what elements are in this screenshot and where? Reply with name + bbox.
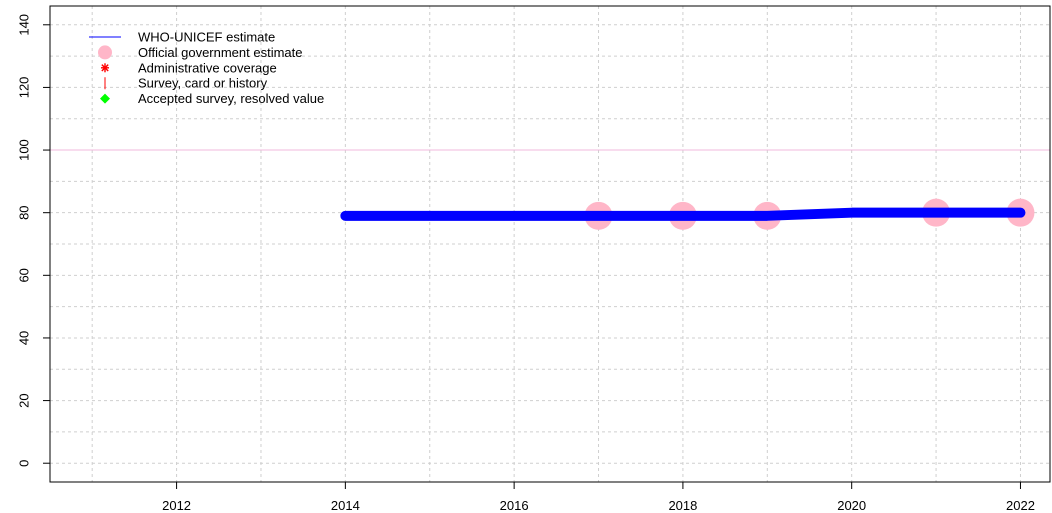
legend-entry: Survey, card or history — [104, 76, 268, 91]
grid-lines — [50, 6, 1050, 482]
legend-entry: Official government estimate — [98, 45, 303, 60]
x-tick-label: 2020 — [837, 498, 866, 513]
axes: 0 20 40 60 80 100 120 140 2012 2014 2016 2018 2020 20… — [17, 14, 1035, 513]
y-tick-label: 20 — [17, 393, 32, 407]
x-tick-label: 2014 — [331, 498, 360, 513]
x-tick-label: 2018 — [668, 498, 697, 513]
asterisk-stroke — [101, 64, 109, 72]
y-tick-label: 80 — [17, 205, 32, 219]
who-unicef-estimate-line — [340, 207, 1026, 221]
y-tick-label: 120 — [17, 77, 32, 99]
legend-label: Accepted survey, resolved value — [138, 91, 324, 106]
legend-entry: Accepted survey, resolved value — [100, 91, 324, 106]
y-tick-label: 100 — [17, 139, 32, 161]
y-tick-label: 0 — [17, 460, 32, 467]
legend-circle-icon — [98, 45, 112, 60]
y-tick-label: 40 — [17, 331, 32, 345]
legend-asterisk-icon — [101, 63, 109, 73]
y-tick-label: 140 — [17, 14, 32, 36]
y-tick-label: 60 — [17, 268, 32, 282]
legend-entry: Administrative coverage — [101, 60, 277, 75]
legend-diamond-icon — [100, 93, 110, 104]
x-tick-label: 2012 — [162, 498, 191, 513]
legend-label: Survey, card or history — [138, 76, 268, 91]
legend-label: Administrative coverage — [138, 60, 277, 75]
legend-entry: WHO-UNICEF estimate — [89, 30, 275, 45]
x-tick-label: 2016 — [500, 498, 529, 513]
legend-label: Official government estimate — [138, 45, 303, 60]
series-layer — [340, 198, 1035, 230]
legend-label: WHO-UNICEF estimate — [138, 30, 275, 45]
plot-frame — [49, 5, 1051, 483]
x-tick-label: 2022 — [1006, 498, 1035, 513]
